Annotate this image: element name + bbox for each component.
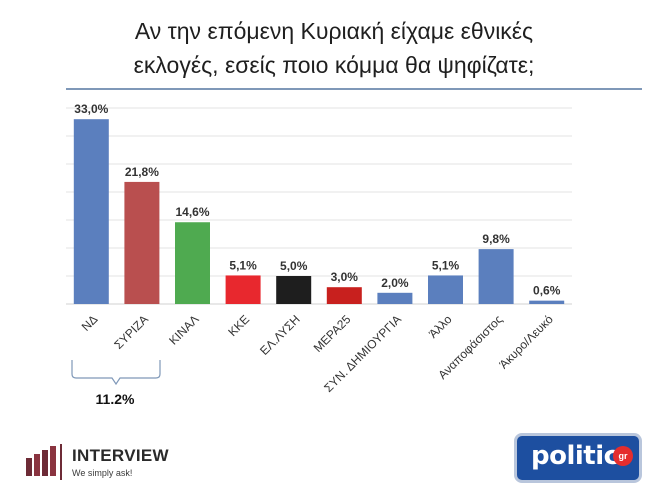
data-label: 0,6%: [533, 284, 561, 298]
data-label: 3,0%: [331, 270, 359, 284]
x-tick-label: ΝΔ: [79, 312, 101, 334]
x-tick-label: ΣΥΡΙΖΑ: [111, 312, 151, 352]
data-label: 21,8%: [125, 165, 159, 179]
interview-logo-name: INTERVIEW: [72, 446, 169, 465]
x-tick-label: ΚΙΝΑΛ: [166, 312, 201, 347]
data-label: 5,1%: [229, 258, 257, 272]
data-label: 14,6%: [175, 205, 209, 219]
interview-logo: INTERVIEW We simply ask!: [24, 442, 194, 486]
interview-logo-tagline: We simply ask!: [72, 468, 133, 478]
bar: [73, 119, 109, 304]
bracket-annotation: 11.2%: [95, 391, 135, 407]
title-divider: [66, 88, 642, 90]
x-tick-label: ΕΛ.ΛΥΣΗ: [257, 312, 303, 358]
bar: [225, 275, 261, 304]
interview-logo-icon: [26, 444, 62, 480]
data-label: 5,1%: [432, 258, 460, 272]
politic-logo: politic gr: [514, 433, 642, 483]
politic-logo-name: politic: [531, 441, 619, 471]
bar: [377, 292, 413, 304]
data-label: 2,0%: [381, 276, 409, 290]
bar: [478, 249, 514, 304]
politic-logo-suffix: gr: [613, 446, 633, 466]
bars: [73, 119, 565, 304]
group-bracket: [71, 360, 161, 386]
bar: [276, 276, 312, 304]
data-label: 5,0%: [280, 259, 308, 273]
x-tick-label: ΚΚΕ: [225, 312, 252, 339]
bar: [529, 300, 565, 304]
bar: [326, 287, 362, 304]
x-tick-label: Άκυρο/Λευκό: [497, 312, 557, 372]
value-labels: 33,0% 21,8% 14,6% 5,1% 5,0% 3,0% 2,0% 5,1% 9,8% 0…: [74, 102, 560, 297]
bar: [175, 222, 210, 304]
bar: [428, 275, 463, 304]
title-line-2: εκλογές, εσείς ποιο κόμμα θα ψηφίζατε;: [133, 52, 535, 78]
bar: [124, 181, 160, 304]
x-tick-label: ΜΕΡΑ25: [311, 312, 354, 355]
data-label: 9,8%: [482, 232, 510, 246]
title-line-1: Αν την επόμενη Κυριακή είχαμε εθνικές: [134, 18, 534, 44]
data-label: 33,0%: [74, 102, 108, 116]
chart-title: Αν την επόμενη Κυριακή είχαμε εθνικές εκ…: [0, 14, 668, 82]
x-tick-label: Άλλο: [426, 312, 455, 341]
